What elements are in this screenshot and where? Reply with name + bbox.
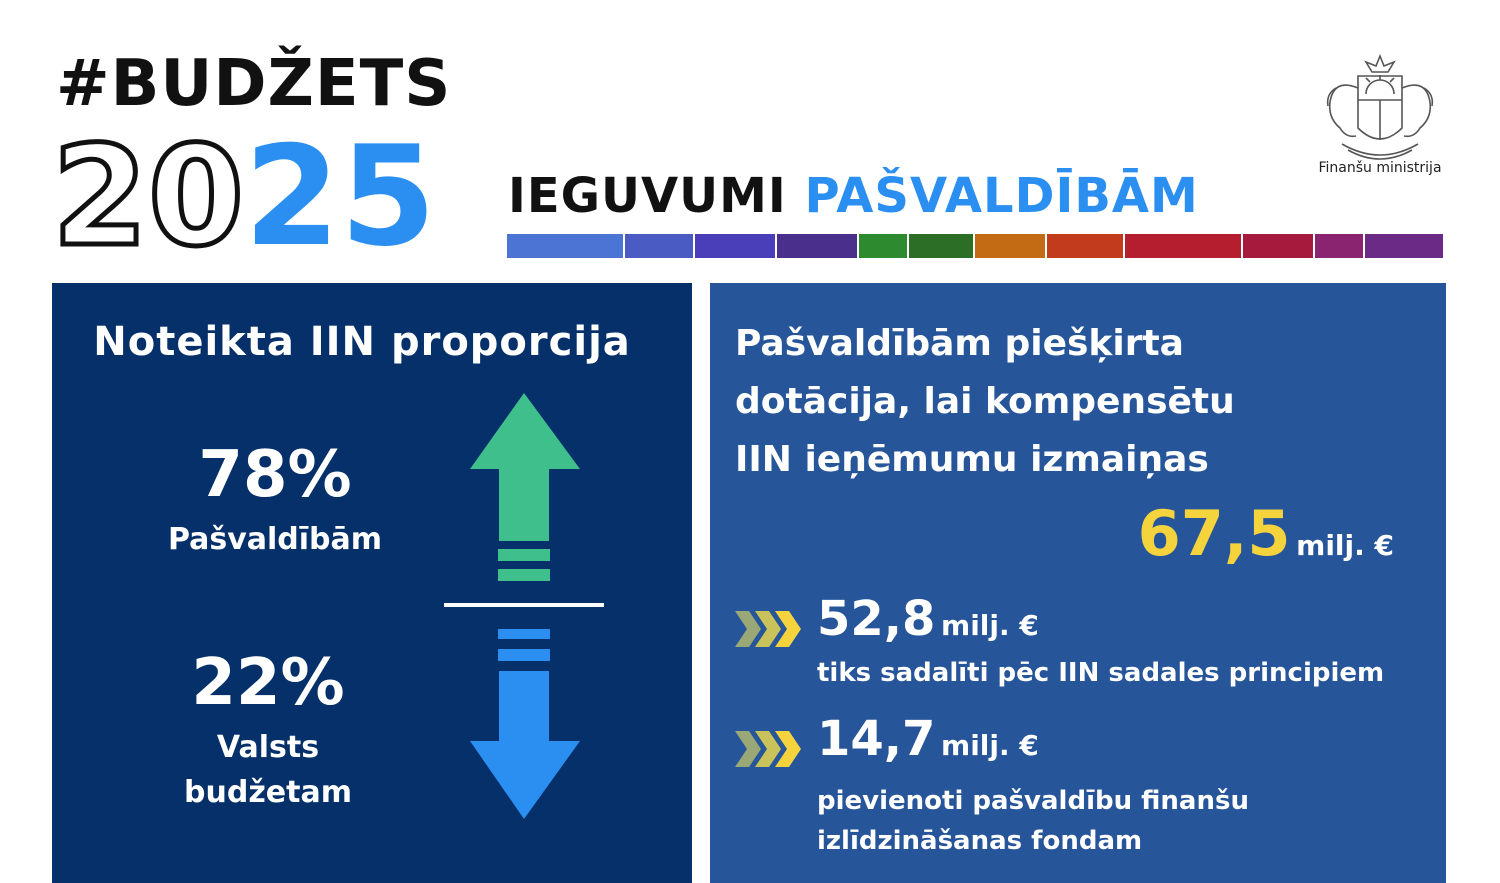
arrow-down-icon (470, 629, 580, 819)
right-panel-title: Pašvaldībām piešķirta dotācija, lai komp… (735, 315, 1435, 489)
color-bar-segment (777, 234, 859, 258)
grant-item-value: 14,7 (817, 711, 936, 767)
color-bar-segment (1315, 234, 1365, 258)
state-budget-percent: 22% (191, 646, 345, 720)
municipalities-share: 78% (125, 443, 425, 507)
grant-item-description: tiks sadalīti pēc IIN sadales principiem (817, 658, 1385, 688)
grant-item-desc-line1: pievienoti pašvaldību finanšu (817, 786, 1249, 816)
latvian-coat-of-arms-icon (1326, 53, 1434, 160)
color-bar-segment (909, 234, 975, 258)
grant-item-desc-line2: izlīdzināšanas fondam (817, 826, 1143, 856)
total-grant-value: 67,5 (1137, 497, 1291, 570)
grant-panel: Pašvaldībām piešķirta dotācija, lai komp… (710, 283, 1446, 883)
right-title-line1: Pašvaldībām piešķirta (735, 323, 1184, 364)
year-blue-part: 25 (244, 116, 437, 277)
municipalities-percent: 78% (198, 438, 352, 512)
grant-item-unit: milj. € (941, 609, 1039, 642)
year-outline-part: 20 (49, 116, 246, 277)
color-bar-segment (1365, 234, 1445, 258)
grant-item-value: 52,8 (817, 591, 936, 647)
split-arrows-graphic (444, 393, 604, 819)
grant-item-amount: 14,7 milj. € (817, 711, 1039, 767)
chevrons-icon (735, 611, 801, 647)
color-bar-segment (695, 234, 777, 258)
grant-item-amount: 52,8 milj. € (817, 591, 1039, 647)
total-grant-unit: milj. € (1296, 529, 1394, 562)
logo-caption: Finanšu ministrija (1318, 160, 1442, 176)
left-panel-title: Noteikta IIN proporcija (93, 319, 631, 365)
color-bar (507, 234, 1445, 258)
state-budget-label-line1: Valsts (216, 730, 320, 765)
state-budget-share: 22% (118, 651, 418, 715)
iin-proportion-panel: Noteikta IIN proporcija 78% Pašvaldībām … (52, 283, 692, 883)
right-title-line3: IIN ieņēmumu izmaiņas (735, 439, 1209, 480)
color-bar-segment (625, 234, 695, 258)
municipalities-label: Pašvaldībām (167, 522, 383, 557)
state-budget-label-wrap: Valsts budžetam (118, 725, 418, 815)
total-grant: 67,5 milj. € (1138, 497, 1394, 570)
color-bar-segment (859, 234, 909, 258)
grant-item-unit: milj. € (941, 729, 1039, 762)
color-bar-segment (975, 234, 1047, 258)
color-bar-segment (1125, 234, 1243, 258)
municipalities-share-label-wrap: Pašvaldībām (125, 517, 425, 562)
subtitle-dark: IEGUVUMI (508, 168, 787, 224)
grant-item-description: pievienoti pašvaldību finanšu izlīdzināš… (817, 781, 1249, 861)
color-bar-segment (507, 234, 625, 258)
year-title: 2025 (49, 125, 436, 268)
color-bar-segment (1243, 234, 1315, 258)
subtitle-accent: PAŠVALDĪBĀM (804, 168, 1199, 224)
right-title-line2: dotācija, lai kompensētu (735, 381, 1235, 422)
subtitle: IEGUVUMI PAŠVALDĪBĀM (508, 172, 1199, 220)
arrow-up-icon (470, 393, 580, 581)
hashtag-title: #BUDŽETS (56, 47, 452, 121)
state-budget-label-line2: budžetam (184, 775, 352, 810)
chevrons-icon (735, 731, 801, 767)
color-bar-segment (1047, 234, 1125, 258)
